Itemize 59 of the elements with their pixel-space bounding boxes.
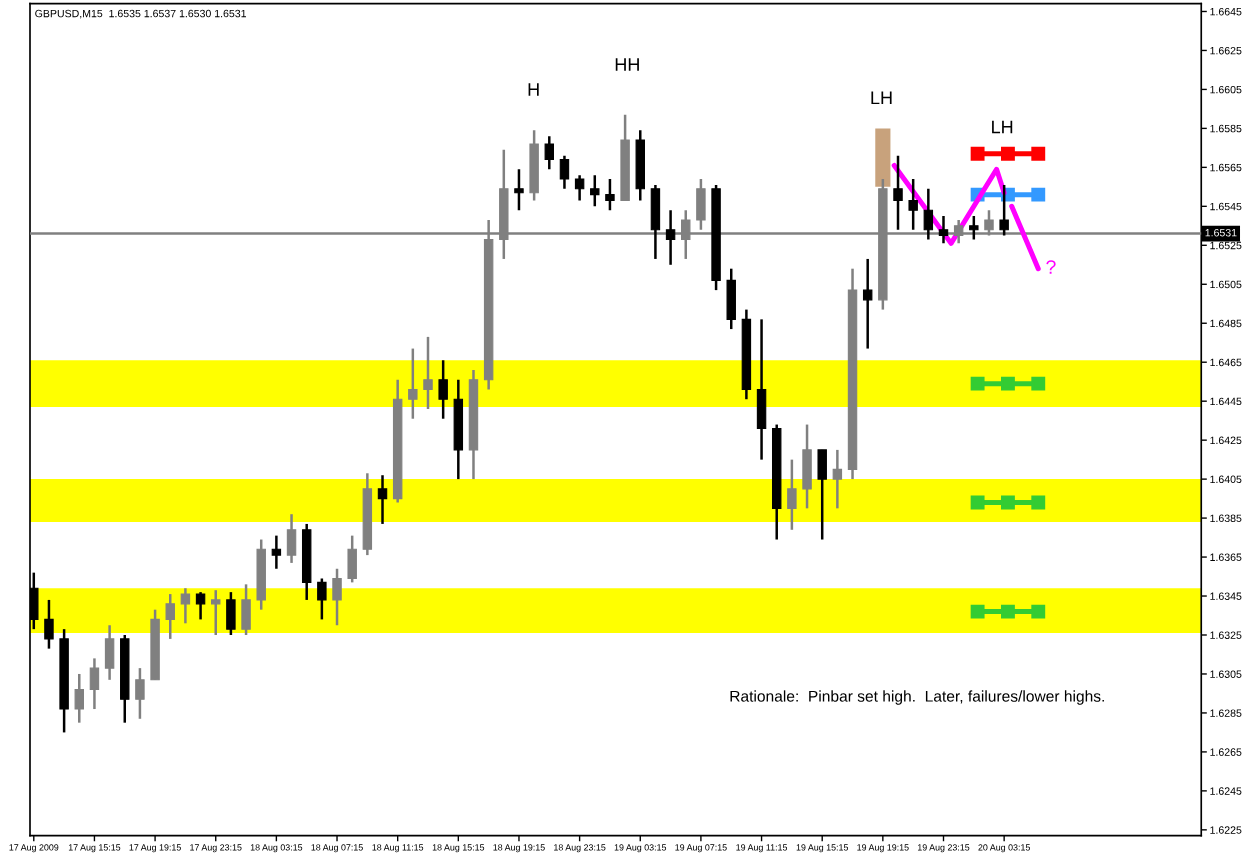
candlestick [180,586,191,625]
candlestick [317,577,327,621]
candlestick [165,592,175,641]
candlestick [44,598,54,650]
point [1031,146,1046,161]
annotation: LH [992,120,1013,134]
candlestick [135,666,145,721]
candlestick [423,335,433,411]
candlestick [590,173,600,208]
candlestick [347,534,357,584]
candlestick [377,473,388,526]
candlestick [195,590,206,621]
candlestick [908,177,918,231]
candlestick [999,183,1009,237]
candlestick [605,177,615,212]
annotation: HH [615,58,639,71]
candlestick [559,154,570,191]
point [1000,495,1015,510]
point [1031,376,1046,391]
candlestick [665,208,676,267]
candlestick [969,214,979,241]
point [970,146,985,161]
point [1000,146,1015,161]
annotation: H [528,83,539,96]
candlestick [74,672,85,724]
point [970,376,985,391]
candlestick [286,512,297,565]
candlestick [544,134,555,171]
point [1000,604,1015,619]
point [970,604,985,619]
candlestick [756,318,767,461]
candlestick [650,183,661,261]
candlestick [514,168,524,212]
candlestick [802,423,812,510]
point [1000,376,1015,391]
point [970,495,985,510]
candlestick [438,359,448,420]
candlestick [332,567,342,627]
candlestick [408,347,418,420]
candlestick [787,458,797,532]
candlestick [574,173,585,202]
candlestick [89,657,100,711]
candlestick [832,448,843,510]
candlestick [938,214,949,245]
candlestick [923,187,934,241]
candlestick [104,624,115,682]
candlestick [726,267,736,331]
point [1031,187,1046,202]
candlestick [271,534,282,570]
candlestick [211,588,221,637]
candlestick [226,590,236,637]
annotation: LH [871,91,892,105]
candlestick [241,583,251,637]
series-label: ? [1046,260,1056,274]
candlestick [893,154,903,231]
candlestick [862,257,873,350]
candlestick [817,448,827,541]
point [1031,495,1046,510]
point [1031,604,1046,619]
